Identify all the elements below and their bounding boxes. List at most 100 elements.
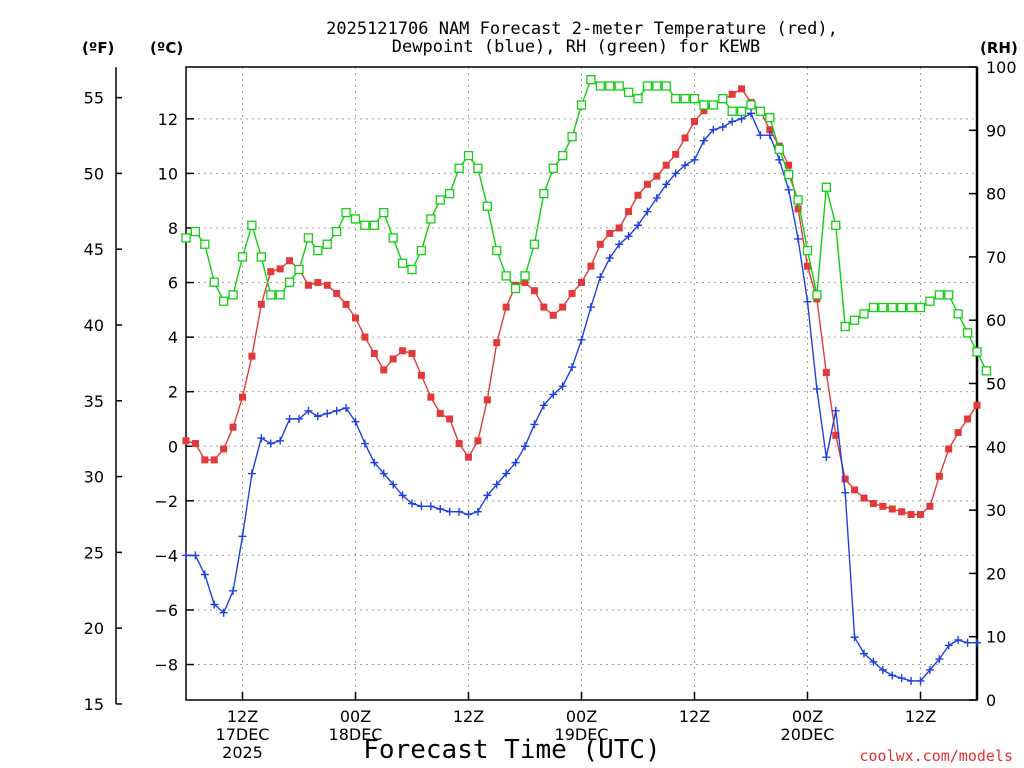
rh-tick-label: 50 <box>986 375 1006 394</box>
dewpoint-point <box>643 207 652 216</box>
dewpoint-point <box>511 458 520 467</box>
fahrenheit-unit-label: (ºF) <box>82 39 114 57</box>
relative-humidity-point <box>840 321 850 332</box>
dewpoint-point <box>285 414 294 423</box>
temperature-point <box>738 85 746 93</box>
temperature-point <box>267 268 275 276</box>
time-tick-label: 2025 <box>222 743 263 762</box>
temperature-point <box>822 369 830 377</box>
dewpoint-point <box>935 655 944 664</box>
relative-humidity-point <box>981 366 992 376</box>
celsius-tick-label: −6 <box>154 601 178 620</box>
temperature-point <box>276 265 284 273</box>
relative-humidity-point <box>614 81 624 91</box>
temperature-point <box>785 161 793 169</box>
temperature-point <box>502 303 510 311</box>
dewpoint-point <box>483 491 492 500</box>
relative-humidity-point <box>388 233 398 243</box>
rh-tick-label: 80 <box>986 185 1006 204</box>
relative-humidity-point <box>868 302 879 313</box>
relative-humidity-point <box>350 214 361 224</box>
relative-humidity-point <box>859 309 869 319</box>
temperature-point <box>191 440 199 448</box>
dewpoint-point <box>634 221 642 230</box>
dewpoint-point <box>973 638 981 647</box>
relative-humidity-point <box>962 328 973 338</box>
relative-humidity-point <box>623 87 634 97</box>
relative-humidity-point <box>501 271 511 281</box>
relative-humidity-point <box>953 309 963 319</box>
relative-humidity-point <box>520 271 530 281</box>
dewpoint-point <box>295 414 303 423</box>
dewpoint-point <box>728 117 737 126</box>
relative-humidity-point <box>765 112 775 123</box>
dewpoint-point <box>502 469 511 478</box>
temperature-point <box>286 257 294 265</box>
dewpoint-point <box>709 125 718 134</box>
dewpoint-point <box>389 480 398 489</box>
time-tick-label: 00Z <box>566 707 597 726</box>
relative-humidity-point <box>303 233 314 243</box>
relative-humidity-point <box>746 100 756 110</box>
rh-tick-label: 70 <box>986 248 1006 267</box>
dewpoint-point <box>360 439 369 448</box>
relative-humidity-point <box>755 106 766 116</box>
relative-humidity-point <box>445 188 455 199</box>
rh-tick-label: 40 <box>986 438 1006 457</box>
relative-humidity-point <box>510 283 521 294</box>
x-axis-title: Forecast Time (UTC) <box>363 735 660 765</box>
temperature-point <box>201 456 209 464</box>
celsius-tick-label: −2 <box>154 492 178 511</box>
dewpoint-point <box>681 161 690 170</box>
temperature-point <box>493 339 501 347</box>
fahrenheit-tick-label: 50 <box>84 164 104 183</box>
temperature-point <box>182 437 190 445</box>
temperature-point <box>521 279 529 287</box>
dewpoint-point <box>944 641 953 650</box>
temperature-point <box>851 486 859 494</box>
temperature-point <box>427 393 435 401</box>
dewpoint-point <box>455 507 464 516</box>
relative-humidity-point <box>558 150 568 161</box>
dewpoint-point <box>869 657 878 666</box>
temperature-point <box>314 279 322 287</box>
dewpoint-point <box>257 434 266 443</box>
temperature-point <box>898 508 906 516</box>
relative-humidity-point <box>397 258 408 268</box>
dewpoint-point <box>690 155 699 164</box>
dewpoint-point <box>473 507 482 516</box>
dewpoint-point <box>794 234 803 243</box>
temperature-point <box>662 161 670 169</box>
relative-humidity-point <box>294 264 304 275</box>
dewpoint-point <box>182 551 190 560</box>
temperature-point <box>832 431 840 439</box>
dewpoint-point <box>379 469 388 478</box>
relative-humidity-point <box>482 201 492 211</box>
dewpoint-point <box>878 665 887 674</box>
dewpoint-point <box>492 480 501 489</box>
temperature-point <box>964 415 972 423</box>
dewpoint-point <box>812 384 821 393</box>
relative-humidity-point <box>266 290 276 300</box>
fahrenheit-axis: 15 20 25 30 35 40 45 50 55 <box>84 67 122 714</box>
relative-humidity-point <box>812 290 822 300</box>
dewpoint-point <box>332 406 341 415</box>
dewpoint-point <box>238 532 247 541</box>
time-tick-label: 00Z <box>792 707 823 726</box>
temperature-point <box>926 502 934 510</box>
celsius-tick-label: 0 <box>168 437 178 456</box>
celsius-unit-label: (ºC) <box>150 39 183 57</box>
relative-humidity-point <box>586 75 596 85</box>
temperature-point <box>549 311 557 319</box>
dewpoint-point <box>342 404 351 413</box>
dewpoint-point <box>426 502 435 511</box>
celsius-tick-label: 2 <box>168 383 178 402</box>
relative-humidity-point <box>435 195 445 205</box>
dewpoint-point <box>699 136 708 145</box>
temperature-point <box>879 502 887 510</box>
dewpoint-point <box>615 240 624 249</box>
relative-humidity-point <box>671 94 681 104</box>
temperature-point <box>389 355 397 363</box>
relative-humidity-point <box>454 163 464 173</box>
relative-humidity-point <box>219 296 229 306</box>
